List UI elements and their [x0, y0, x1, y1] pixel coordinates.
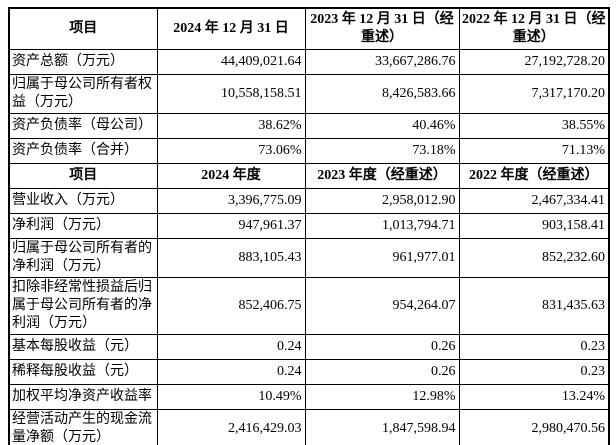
header-year-2023: 2023 年度（经重述） — [304, 163, 460, 189]
table-row-operating-cash-flow: 经营活动产生的现金流量净额（万元） 2,416,429.03 1,847,598… — [8, 409, 610, 445]
row-label: 归属于母公司所有者的净利润（万元） — [8, 238, 158, 278]
row-value-2022: 903,158.41 — [458, 213, 610, 239]
row-label: 资产总额（万元） — [8, 49, 158, 75]
row-value-2024: 44,409,021.64 — [156, 49, 306, 75]
table-row-debt-ratio-consolidated: 资产负债率（合并） 73.06% 73.18% 71.13% — [8, 138, 610, 164]
row-value-2024: 38.62% — [156, 113, 306, 139]
row-value-2022: 38.55% — [458, 113, 610, 139]
row-value-2024: 3,396,775.09 — [156, 188, 306, 214]
table-row-revenue: 营业收入（万元） 3,396,775.09 2,958,012.90 2,467… — [8, 188, 610, 214]
row-value-2024: 883,105.43 — [156, 238, 306, 278]
table-header-row-income: 项目 2024 年度 2023 年度（经重述） 2022 年度（经重述） — [8, 163, 610, 189]
row-value-2022: 831,435.63 — [458, 277, 610, 335]
row-value-2023: 954,264.07 — [304, 277, 460, 335]
table-row-diluted-eps: 稀释每股收益（元） 0.24 0.26 0.23 — [8, 359, 610, 385]
row-value-2022: 2,467,334.41 — [458, 188, 610, 214]
row-value-2023: 73.18% — [304, 138, 460, 164]
row-value-2023: 12.98% — [304, 384, 460, 410]
header-item-label: 项目 — [8, 7, 158, 50]
row-value-2024: 10,558,158.51 — [156, 74, 306, 114]
row-value-2024: 2,416,429.03 — [156, 409, 306, 445]
row-value-2023: 40.46% — [304, 113, 460, 139]
header-date-2022: 2022 年 12 月 31 日（经重述） — [458, 7, 610, 50]
row-value-2023: 1,847,598.94 — [304, 409, 460, 445]
table-row-total-assets: 资产总额（万元） 44,409,021.64 33,667,286.76 27,… — [8, 49, 610, 75]
row-value-2022: 27,192,728.20 — [458, 49, 610, 75]
row-value-2023: 961,977.01 — [304, 238, 460, 278]
row-value-2024: 0.24 — [156, 359, 306, 385]
table-row-parent-net-profit-excl-nonrecurring: 扣除非经常性损益后归属于母公司所有者的净利润（万元） 852,406.75 95… — [8, 277, 610, 335]
row-value-2024: 10.49% — [156, 384, 306, 410]
row-value-2023: 1,013,794.71 — [304, 213, 460, 239]
row-label: 加权平均净资产收益率 — [8, 384, 158, 410]
row-value-2023: 0.26 — [304, 359, 460, 385]
row-value-2024: 947,961.37 — [156, 213, 306, 239]
table-row-parent-net-profit: 归属于母公司所有者的净利润（万元） 883,105.43 961,977.01 … — [8, 238, 610, 278]
row-label: 经营活动产生的现金流量净额（万元） — [8, 409, 158, 445]
financial-summary-table: 项目 2024 年 12 月 31 日 2023 年 12 月 31 日（经重述… — [8, 7, 610, 445]
row-value-2023: 0.26 — [304, 334, 460, 360]
header-date-2023: 2023 年 12 月 31 日（经重述） — [304, 7, 460, 50]
row-value-2022: 852,232.60 — [458, 238, 610, 278]
header-item-label: 项目 — [8, 163, 158, 189]
row-value-2022: 0.23 — [458, 359, 610, 385]
row-value-2022: 7,317,170.20 — [458, 74, 610, 114]
header-date-2024: 2024 年 12 月 31 日 — [156, 7, 306, 50]
row-label: 资产负债率（合并） — [8, 138, 158, 164]
row-label: 基本每股收益（元） — [8, 334, 158, 360]
row-value-2024: 852,406.75 — [156, 277, 306, 335]
row-value-2023: 2,958,012.90 — [304, 188, 460, 214]
row-value-2022: 71.13% — [458, 138, 610, 164]
row-label: 归属于母公司所有者权益（万元） — [8, 74, 158, 114]
row-label: 营业收入（万元） — [8, 188, 158, 214]
header-year-2024: 2024 年度 — [156, 163, 306, 189]
row-value-2022: 13.24% — [458, 384, 610, 410]
table-row-net-profit: 净利润（万元） 947,961.37 1,013,794.71 903,158.… — [8, 213, 610, 239]
header-year-2022: 2022 年度（经重述） — [458, 163, 610, 189]
table-row-basic-eps: 基本每股收益（元） 0.24 0.26 0.23 — [8, 334, 610, 360]
table-header-row-balance-sheet: 项目 2024 年 12 月 31 日 2023 年 12 月 31 日（经重述… — [8, 7, 610, 50]
row-label: 净利润（万元） — [8, 213, 158, 239]
table-row-parent-equity: 归属于母公司所有者权益（万元） 10,558,158.51 8,426,583.… — [8, 74, 610, 114]
row-value-2024: 0.24 — [156, 334, 306, 360]
row-label: 扣除非经常性损益后归属于母公司所有者的净利润（万元） — [8, 277, 158, 335]
table-row-weighted-avg-roe: 加权平均净资产收益率 10.49% 12.98% 13.24% — [8, 384, 610, 410]
row-value-2022: 2,980,470.56 — [458, 409, 610, 445]
row-label: 资产负债率（母公司） — [8, 113, 158, 139]
row-label: 稀释每股收益（元） — [8, 359, 158, 385]
row-value-2024: 73.06% — [156, 138, 306, 164]
row-value-2023: 8,426,583.66 — [304, 74, 460, 114]
row-value-2023: 33,667,286.76 — [304, 49, 460, 75]
row-value-2022: 0.23 — [458, 334, 610, 360]
table-row-debt-ratio-parent: 资产负债率（母公司） 38.62% 40.46% 38.55% — [8, 113, 610, 139]
